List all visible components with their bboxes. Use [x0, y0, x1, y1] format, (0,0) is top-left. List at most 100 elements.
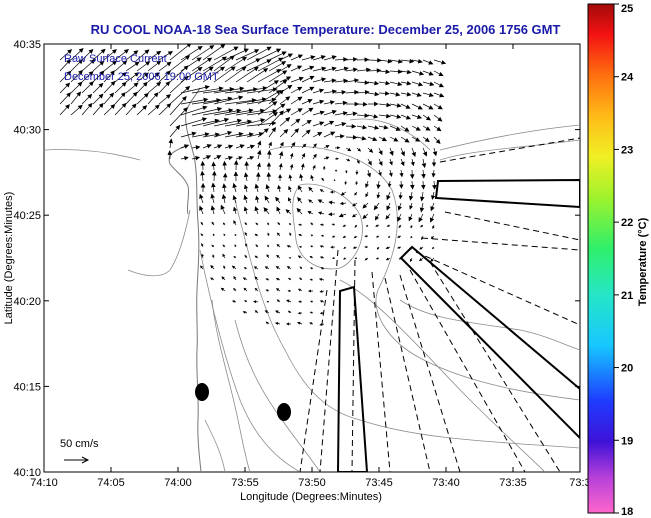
current-vector: [268, 61, 287, 72]
current-vector: [339, 201, 347, 206]
current-vector: [398, 191, 403, 200]
current-vector: [301, 99, 313, 105]
current-vector: [317, 211, 325, 215]
current-vector: [334, 169, 338, 172]
current-vector: [191, 57, 213, 72]
current-vector: [136, 92, 149, 105]
current-vector: [222, 160, 228, 171]
current-vector: [254, 233, 259, 237]
current-vector: [356, 80, 370, 85]
current-vector: [411, 70, 425, 76]
current-vector: [92, 82, 104, 94]
current-vector: [277, 184, 282, 193]
current-vector: [234, 233, 237, 237]
current-vector: [288, 256, 292, 259]
current-vector: [224, 56, 247, 72]
current-vector: [191, 145, 201, 150]
current-vector: [378, 169, 382, 177]
current-vector: [180, 97, 209, 105]
current-vector: [411, 125, 421, 131]
current-vector: [213, 108, 242, 116]
current-vector: [235, 118, 266, 127]
current-vector: [279, 84, 293, 94]
current-vector: [422, 59, 434, 65]
current-vector: [422, 136, 430, 143]
current-vector: [334, 157, 339, 161]
current-vector: [255, 222, 259, 226]
plot-area: [43, 43, 581, 473]
current-vector: [297, 185, 303, 193]
x-tick-label: 74:00: [164, 477, 192, 489]
current-vector: [355, 169, 359, 176]
current-vector: [389, 136, 399, 142]
current-vector: [397, 202, 402, 211]
current-vector: [366, 224, 369, 228]
current-vector: [158, 61, 172, 72]
current-vector: [222, 253, 226, 259]
current-vector: [319, 245, 325, 248]
current-vector: [254, 183, 260, 193]
current-vector: [388, 235, 391, 239]
current-vector: [301, 75, 315, 83]
current-vector: [309, 311, 314, 314]
current-vector: [235, 66, 259, 83]
current-vector: [433, 81, 444, 88]
current-vector: [169, 124, 181, 138]
current-vector: [213, 86, 245, 94]
current-vector: [265, 278, 270, 281]
current-vector: [125, 82, 139, 94]
current-vector: [422, 103, 434, 110]
current-vector: [356, 158, 360, 164]
current-vector: [309, 256, 314, 259]
y-tick-label: 40:30: [13, 125, 41, 137]
current-vector: [400, 103, 411, 109]
current-vector: [103, 70, 116, 83]
current-vector: [92, 93, 104, 105]
current-vector: [224, 108, 254, 116]
current-vector: [279, 53, 293, 61]
current-vector: [233, 206, 238, 215]
current-vector: [353, 235, 358, 239]
current-vector: [254, 287, 259, 292]
current-vector: [59, 82, 71, 94]
current-vector: [367, 114, 379, 119]
current-vector: [210, 277, 215, 281]
current-vector: [433, 70, 444, 77]
current-vector: [180, 105, 208, 116]
current-vector: [432, 147, 438, 157]
current-vector: [244, 161, 250, 171]
current-vector: [158, 81, 171, 94]
current-vector: [136, 105, 148, 116]
current-vector: [92, 70, 105, 83]
current-vector: [343, 246, 347, 249]
current-vector: [411, 114, 423, 120]
current-vector: [70, 47, 84, 61]
colorbar-tick-label: 22: [621, 217, 633, 229]
current-vector: [202, 144, 212, 149]
current-vector: [410, 224, 413, 229]
current-vector: [103, 80, 116, 94]
current-vector: [147, 50, 162, 61]
current-vector: [276, 254, 281, 259]
current-vector: [399, 180, 404, 189]
colorbar-tick-label: 24: [621, 72, 634, 84]
current-vector: [378, 124, 389, 130]
current-vector: [70, 91, 82, 105]
current-vector: [254, 255, 259, 259]
current-vector: [409, 246, 413, 251]
current-vector: [432, 180, 437, 190]
current-vector: [254, 276, 259, 281]
current-vector: [300, 163, 305, 171]
current-vector: [224, 131, 244, 138]
x-tick-label: 73:45: [365, 477, 393, 489]
current-vector: [202, 66, 226, 83]
current-vector: [290, 54, 304, 61]
current-vector: [389, 158, 393, 166]
current-vector: [378, 58, 393, 64]
x-tick-label: 74:10: [30, 477, 58, 489]
current-vector: [398, 257, 402, 260]
current-vector: [264, 310, 270, 314]
current-vector: [318, 277, 325, 282]
current-vector: [147, 104, 160, 116]
current-vector: [279, 96, 291, 105]
